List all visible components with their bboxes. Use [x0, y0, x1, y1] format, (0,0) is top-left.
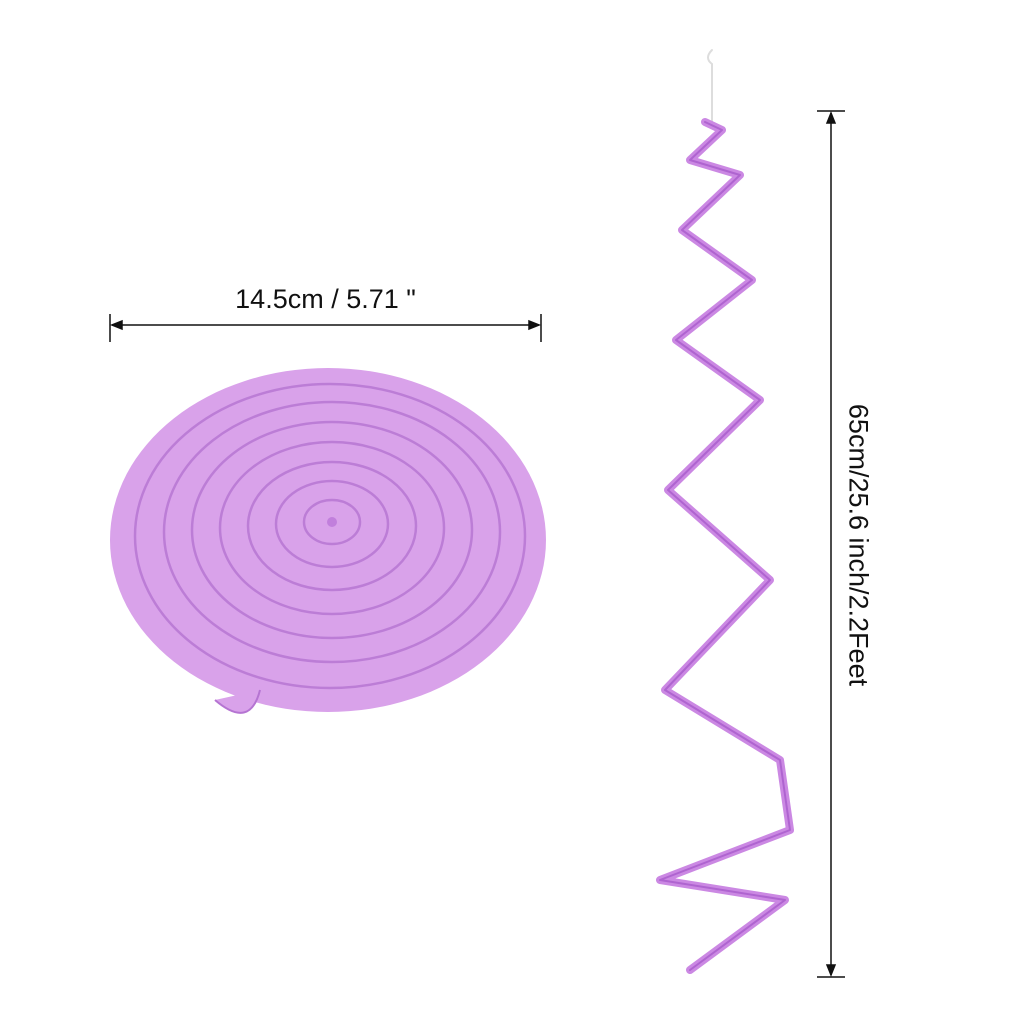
height-dimension-line: [817, 110, 845, 978]
twisted-streamer: [656, 49, 794, 974]
width-label: 14.5cm / 5.71 ": [235, 284, 416, 314]
height-label: 65cm/25.6 inch/2.2Feet: [843, 403, 874, 687]
spiral-disc: [110, 368, 546, 714]
width-dimension-line: [109, 314, 542, 342]
